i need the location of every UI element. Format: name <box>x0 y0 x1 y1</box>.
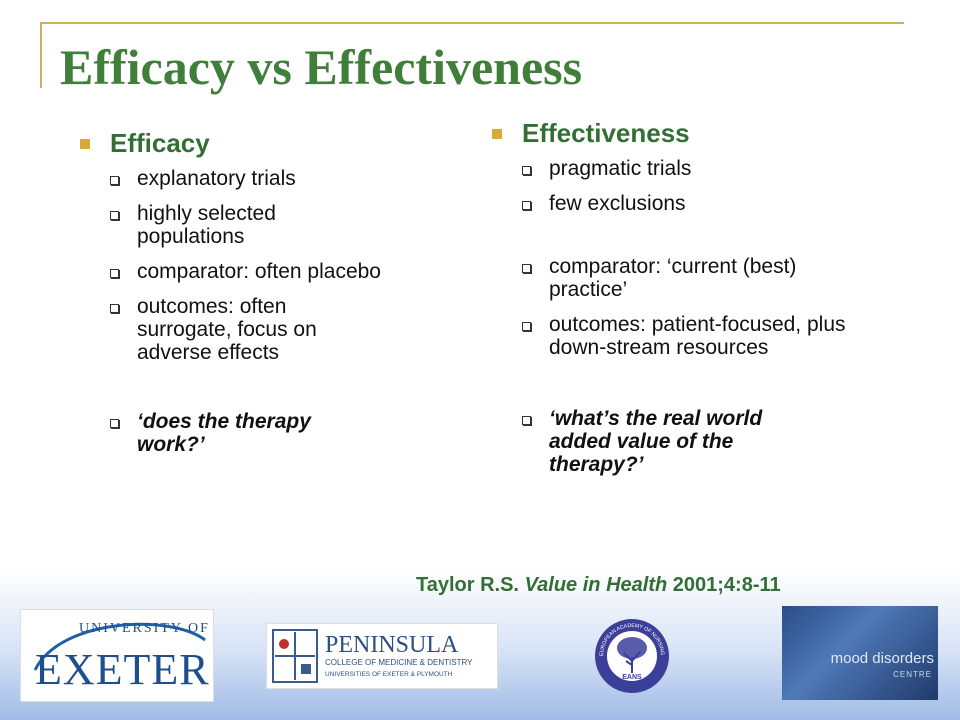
eans-center-text: EANS <box>622 674 642 681</box>
efficacy-heading-row: Efficacy <box>80 128 500 159</box>
citation-journal: Value in Health <box>524 574 668 596</box>
peninsula-main-text: PENINSULA <box>325 632 459 658</box>
square-bullet-icon <box>80 138 90 149</box>
eans-logo-graphic: EANS EUROPEAN ACADEMY OF NURSING SCIENCE <box>591 613 669 693</box>
list-item: highly selected populations <box>110 202 500 248</box>
peninsula-college-logo: PENINSULA COLLEGE OF MEDICINE & DENTISTR… <box>266 623 498 689</box>
list-item-text: pragmatic trials <box>549 157 692 180</box>
list-item-text: few exclusions <box>549 192 686 215</box>
peninsula-logo-graphic: PENINSULA COLLEGE OF MEDICINE & DENTISTR… <box>272 629 473 683</box>
checkbox-bullet-icon <box>522 166 531 175</box>
efficacy-question: ‘does the therapy work?’ <box>137 410 311 456</box>
checkbox-bullet-icon <box>110 211 119 220</box>
list-item: pragmatic trials <box>522 157 912 180</box>
checkbox-bullet-icon <box>110 269 119 278</box>
list-item: outcomes: often surrogate, focus on adve… <box>110 295 500 364</box>
list-item: comparator: often placebo <box>110 260 500 283</box>
efficacy-heading: Efficacy <box>110 128 210 158</box>
list-item-text: explanatory trials <box>137 167 296 190</box>
list-item: comparator: ‘current (best) practice’ <box>522 255 912 301</box>
checkbox-bullet-icon <box>110 304 119 313</box>
list-item-question: ‘what’s the real world added value of th… <box>522 407 912 476</box>
list-item: outcomes: patient-focused, plus down-str… <box>522 313 912 359</box>
square-bullet-icon <box>492 128 502 139</box>
checkbox-bullet-icon <box>110 176 119 185</box>
checkbox-bullet-icon <box>522 201 531 210</box>
mood-sub-text: CENTRE <box>893 670 932 679</box>
exeter-top-text: UNIVERSITY OF <box>79 621 210 636</box>
efficacy-column: Efficacy explanatory trials highly selec… <box>80 128 500 456</box>
list-item: explanatory trials <box>110 167 500 190</box>
list-item-text: outcomes: often surrogate, focus on adve… <box>137 295 317 364</box>
effectiveness-column: Effectiveness pragmatic trials few exclu… <box>492 118 912 476</box>
title-frame-left <box>40 22 42 88</box>
effectiveness-question: ‘what’s the real world added value of th… <box>549 407 763 476</box>
mood-main-text: mood disorders <box>830 650 934 667</box>
exeter-logo-graphic: UNIVERSITY OF EXETER <box>33 621 210 694</box>
effectiveness-heading-row: Effectiveness <box>492 118 912 149</box>
mood-disorders-centre-logo: mood disorders CENTRE <box>782 606 938 700</box>
slide-title: Efficacy vs Effectiveness <box>60 39 583 95</box>
eans-logo: EANS EUROPEAN ACADEMY OF NURSING SCIENCE <box>591 613 671 695</box>
peninsula-sub-text-2: UNIVERSITIES OF EXETER & PLYMOUTH <box>325 671 453 678</box>
efficacy-list: explanatory trials highly selected popul… <box>110 167 500 456</box>
list-item-text: comparator: ‘current (best) practice’ <box>549 255 797 301</box>
citation-author: Taylor R.S. <box>416 574 519 596</box>
university-of-exeter-logo: UNIVERSITY OF EXETER <box>20 609 214 702</box>
peninsula-sub-text-1: COLLEGE OF MEDICINE & DENTISTRY <box>325 658 473 667</box>
checkbox-bullet-icon <box>522 416 531 425</box>
effectiveness-list: pragmatic trials few exclusions comparat… <box>522 157 912 476</box>
exeter-main-text: EXETER <box>35 645 210 694</box>
list-item-question: ‘does the therapy work?’ <box>110 410 500 456</box>
list-item: few exclusions <box>522 192 912 215</box>
list-item-text: highly selected populations <box>137 202 276 248</box>
checkbox-bullet-icon <box>522 264 531 273</box>
list-item-text: outcomes: patient-focused, plus down-str… <box>549 313 846 359</box>
checkbox-bullet-icon <box>110 419 119 428</box>
citation-ref: 2001;4:8-11 <box>672 574 781 596</box>
effectiveness-heading: Effectiveness <box>522 118 690 148</box>
citation: Taylor R.S. Value in Health 2001;4:8-11 <box>416 574 781 597</box>
checkbox-bullet-icon <box>522 322 531 331</box>
title-frame-top <box>40 22 904 24</box>
list-item-text: comparator: often placebo <box>137 260 381 283</box>
